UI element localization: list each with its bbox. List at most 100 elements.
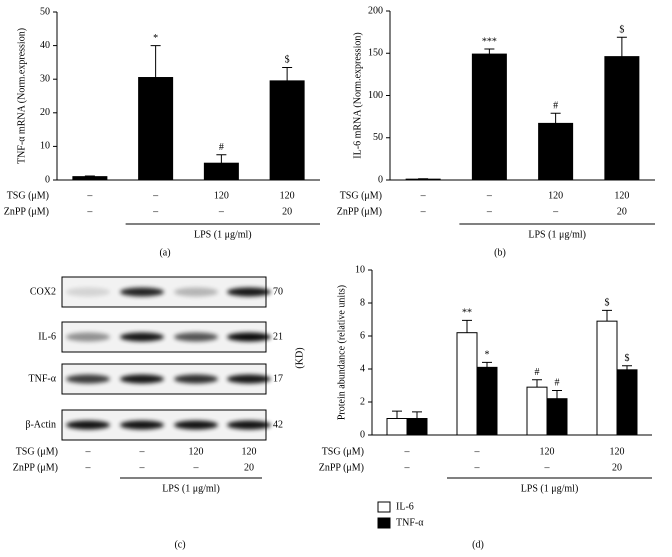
y-tick-label: 0: [378, 174, 383, 185]
condition-value: 120: [189, 446, 204, 457]
condition-value: –: [85, 462, 92, 473]
condition-value: 120: [548, 190, 563, 201]
blot-band: [66, 332, 110, 342]
group-label: LPS (1 μg/ml): [521, 483, 579, 494]
bar: [386, 418, 408, 436]
y-tick-label: 10: [355, 264, 365, 275]
condition-label: TSG (μM): [322, 446, 364, 457]
y-tick-label: 10: [40, 141, 50, 152]
blot-band: [227, 420, 271, 430]
error-bar: [462, 319, 472, 333]
significance-label: #: [553, 101, 558, 112]
y-tick-label: 2: [360, 396, 365, 407]
error-bar: [550, 112, 561, 124]
condition-label: ZnPP (μM): [13, 462, 58, 473]
y-tick-label: 0: [45, 174, 50, 185]
blot-band: [227, 374, 271, 384]
condition-value: –: [193, 462, 200, 473]
y-axis-label: TNF-α mRNA (Norm.expression): [16, 28, 27, 164]
condition-value: –: [85, 446, 92, 457]
significance-label: #: [219, 142, 224, 153]
condition-value: –: [486, 206, 493, 217]
kd-label: 70: [273, 286, 283, 297]
blot-band: [66, 374, 110, 384]
significance-label: ***: [482, 36, 497, 47]
condition-label: TSG (μM): [7, 190, 49, 201]
panel-label: (c): [174, 539, 185, 550]
bar: [546, 398, 568, 436]
y-axis-label: IL-6 mRNA (Norm.expression): [352, 32, 363, 158]
significance-label: #: [555, 378, 560, 389]
condition-value: 20: [617, 206, 627, 217]
condition-value: –: [86, 190, 93, 201]
protein-label: β-Actin: [25, 419, 56, 430]
significance-label: #: [535, 367, 540, 378]
bar: [476, 366, 498, 436]
significance-label: $: [285, 55, 290, 66]
legend-label: TNF-α: [396, 517, 424, 528]
kd-label: 17: [273, 373, 283, 384]
bar: [596, 320, 618, 436]
significance-label: $: [625, 353, 630, 364]
condition-value: 20: [244, 462, 254, 473]
condition-value: –: [420, 206, 427, 217]
kd-label: 21: [273, 331, 283, 342]
blot-band: [174, 287, 218, 297]
bar: [616, 369, 638, 436]
blot-band: [66, 420, 110, 430]
bar: [406, 418, 428, 436]
protein-label: TNF-α: [29, 373, 57, 384]
error-bar: [150, 45, 161, 78]
bar: [72, 176, 108, 181]
y-tick-label: 50: [373, 132, 383, 143]
error-bar: [482, 361, 492, 368]
significance-label: **: [462, 308, 472, 319]
panel-label: (a): [159, 247, 170, 258]
error-bar: [84, 175, 95, 177]
condition-label: ZnPP (μM): [319, 462, 364, 473]
error-bar: [616, 36, 627, 57]
error-bar: [532, 379, 542, 388]
blot-band: [120, 374, 164, 384]
y-tick-label: 150: [368, 48, 383, 59]
bar: [538, 122, 574, 181]
y-tick-label: 6: [360, 330, 365, 341]
condition-value: –: [404, 446, 411, 457]
blot-band: [120, 420, 164, 430]
blot-band: [174, 374, 218, 384]
blot-band: [174, 420, 218, 430]
condition-value: –: [552, 206, 559, 217]
blot-band: [120, 332, 164, 342]
group-label: LPS (1 μg/ml): [528, 229, 586, 240]
protein-label: COX2: [30, 286, 56, 297]
condition-value: –: [139, 446, 146, 457]
y-tick-label: 50: [40, 6, 50, 17]
condition-value: –: [474, 446, 481, 457]
blot-band: [227, 332, 271, 342]
condition-value: 120: [540, 446, 555, 457]
significance-label: *: [485, 350, 490, 361]
blot-band: [120, 287, 164, 297]
y-tick-label: 100: [368, 90, 383, 101]
condition-value: 120: [280, 190, 295, 201]
condition-label: TSG (μM): [16, 446, 58, 457]
condition-value: –: [218, 206, 225, 217]
bar: [604, 56, 640, 181]
blot-band: [66, 287, 110, 297]
condition-value: 20: [282, 206, 292, 217]
condition-value: –: [139, 462, 146, 473]
significance-label: $: [619, 24, 624, 35]
error-bar: [552, 389, 562, 399]
y-axis-label: Protein abundance (relative units): [336, 285, 347, 420]
error-bar: [484, 48, 495, 55]
y-tick-label: 20: [40, 107, 50, 118]
condition-value: –: [404, 462, 411, 473]
error-bar: [602, 309, 612, 322]
group-label: LPS (1 μg/ml): [194, 229, 252, 240]
kd-unit: (KD): [294, 347, 305, 368]
condition-value: 120: [214, 190, 229, 201]
y-tick-label: 40: [40, 40, 50, 51]
condition-label: ZnPP (μM): [4, 206, 49, 217]
condition-label: TSG (μM): [340, 190, 382, 201]
